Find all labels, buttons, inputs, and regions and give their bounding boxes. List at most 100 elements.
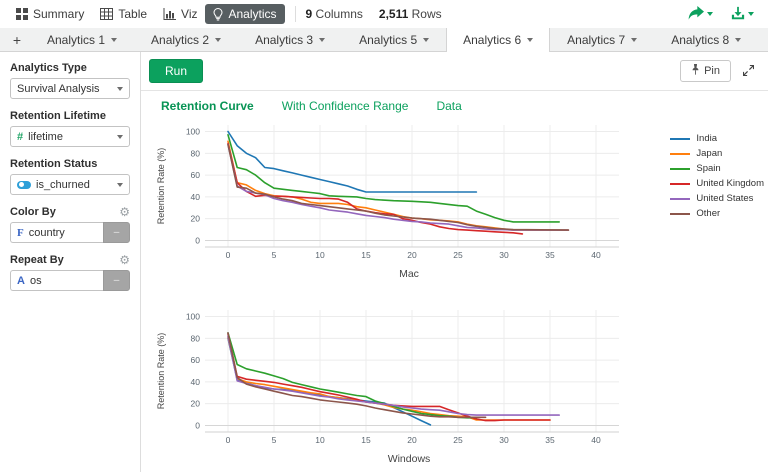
result-subtabs: Retention Curve With Confidence Range Da… bbox=[141, 91, 768, 119]
color-by-remove-button[interactable]: – bbox=[103, 222, 130, 243]
series-line-india[interactable] bbox=[227, 130, 478, 193]
subtab-retention-curve[interactable]: Retention Curve bbox=[161, 99, 254, 113]
color-by-gear-icon[interactable]: ⚙ bbox=[119, 205, 130, 219]
repeat-by-remove-button[interactable]: – bbox=[103, 270, 130, 291]
subtab-data[interactable]: Data bbox=[436, 99, 462, 113]
y-axis-title: Retention Rate (%) bbox=[156, 333, 166, 410]
legend-item-united-kingdom[interactable]: United Kingdom bbox=[670, 178, 764, 189]
dataset-summary: 9 Columns 2,511 Rows bbox=[306, 7, 442, 21]
character-icon: A bbox=[17, 274, 25, 287]
x-tick-label: 20 bbox=[407, 250, 417, 260]
chevron-down-icon bbox=[319, 37, 326, 42]
tab-analytics-5[interactable]: Analytics 5 bbox=[342, 28, 446, 51]
x-tick-label: 40 bbox=[591, 435, 601, 445]
chevron-down-icon bbox=[117, 134, 123, 139]
bar-chart-icon bbox=[163, 8, 177, 20]
chart-legend: India Japan Spain United Kingdom United … bbox=[670, 133, 764, 223]
y-tick-label: 0 bbox=[195, 420, 200, 430]
repeat-by-field[interactable]: A os bbox=[10, 270, 103, 291]
tab-analytics-7[interactable]: Analytics 7 bbox=[550, 28, 654, 51]
pin-button[interactable]: Pin bbox=[680, 60, 731, 82]
legend-item-other[interactable]: Other bbox=[670, 208, 764, 219]
retention-status-select[interactable]: is_churned bbox=[10, 174, 130, 195]
x-tick-label: 15 bbox=[361, 435, 371, 445]
summary-view-button[interactable]: Summary bbox=[8, 4, 92, 24]
legend-swatch bbox=[670, 182, 691, 185]
legend-swatch bbox=[670, 167, 691, 170]
series-line-united-kingdom[interactable] bbox=[227, 142, 524, 235]
viz-view-button[interactable]: Viz bbox=[155, 4, 205, 24]
analytics-type-select[interactable]: Survival Analysis bbox=[10, 78, 130, 99]
tab-analytics-6[interactable]: Analytics 6 bbox=[446, 28, 551, 52]
chevron-down-icon bbox=[117, 182, 123, 187]
mac-retention-chart[interactable]: 0 5 10 15 20 25 30 35 40 0 20 40 60 80 100 Retention Ra… bbox=[153, 119, 633, 267]
tab-analytics-1[interactable]: Analytics 1 bbox=[30, 28, 134, 51]
retention-lifetime-select[interactable]: # lifetime bbox=[10, 126, 130, 147]
windows-retention-chart[interactable]: 0 5 10 15 20 25 30 35 40 0 20 40 60 80 100 Retention Ra… bbox=[153, 304, 633, 452]
y-axis-title: Retention Rate (%) bbox=[156, 148, 166, 225]
facet-label-windows: Windows bbox=[387, 453, 431, 465]
tab-analytics-3[interactable]: Analytics 3 bbox=[238, 28, 342, 51]
analytics-view-label: Analytics bbox=[228, 7, 277, 21]
x-tick-label: 5 bbox=[272, 435, 277, 445]
series-line-other[interactable] bbox=[227, 143, 570, 231]
repeat-by-gear-icon[interactable]: ⚙ bbox=[119, 253, 130, 267]
grid-icon bbox=[16, 8, 28, 20]
y-tick-label: 40 bbox=[191, 192, 201, 202]
tab-analytics-8[interactable]: Analytics 8 bbox=[654, 28, 758, 51]
toolbar-divider bbox=[294, 6, 296, 22]
x-tick-label: 25 bbox=[453, 435, 463, 445]
analytics-view-button[interactable]: Analytics bbox=[205, 4, 285, 24]
legend-item-japan[interactable]: Japan bbox=[670, 148, 764, 159]
x-tick-label: 25 bbox=[453, 250, 463, 260]
share-button[interactable] bbox=[684, 4, 717, 25]
add-tab-button[interactable]: + bbox=[4, 28, 30, 51]
y-tick-label: 60 bbox=[191, 355, 201, 365]
top-toolbar: Summary Table Viz Analytics 9 Columns 2,… bbox=[0, 0, 768, 28]
analytics-main-panel: Run Pin Retention Curve With Confidence … bbox=[141, 52, 768, 472]
chevron-down-icon bbox=[423, 37, 430, 42]
x-tick-label: 40 bbox=[591, 250, 601, 260]
download-button[interactable] bbox=[727, 4, 758, 25]
tab-analytics-2[interactable]: Analytics 2 bbox=[134, 28, 238, 51]
share-caret-icon bbox=[707, 12, 713, 16]
legend-item-spain[interactable]: Spain bbox=[670, 163, 764, 174]
retention-lifetime-label: Retention Lifetime bbox=[10, 110, 106, 122]
subtab-with-confidence-range[interactable]: With Confidence Range bbox=[281, 99, 409, 113]
legend-item-india[interactable]: India bbox=[670, 133, 764, 144]
series-line-spain[interactable] bbox=[227, 332, 478, 419]
legend-swatch bbox=[670, 197, 691, 200]
color-by-field[interactable]: F country bbox=[10, 222, 103, 243]
y-tick-label: 80 bbox=[191, 333, 201, 343]
series-line-united-states[interactable] bbox=[227, 143, 570, 231]
legend-item-united-states[interactable]: United States bbox=[670, 193, 764, 204]
table-view-button[interactable]: Table bbox=[92, 4, 155, 24]
rows-count: 2,511 Rows bbox=[378, 7, 442, 21]
expand-icon[interactable] bbox=[741, 62, 756, 81]
legend-swatch bbox=[670, 152, 691, 155]
chevron-down-icon bbox=[735, 37, 742, 42]
x-tick-label: 15 bbox=[361, 250, 371, 260]
series-line-japan[interactable] bbox=[227, 336, 551, 421]
lightbulb-icon bbox=[213, 7, 223, 21]
run-button[interactable]: Run bbox=[149, 59, 204, 83]
chevron-down-icon bbox=[631, 37, 638, 42]
analytics-type-label: Analytics Type bbox=[10, 62, 87, 74]
table-icon bbox=[100, 8, 114, 20]
pushpin-icon bbox=[691, 64, 700, 78]
share-icon bbox=[688, 5, 704, 23]
legend-swatch bbox=[670, 212, 691, 215]
color-by-label: Color By bbox=[10, 206, 56, 218]
charts-area: 0 5 10 15 20 25 30 35 40 0 20 40 60 80 100 Retention Ra… bbox=[141, 119, 768, 472]
analytics-settings-sidebar: Analytics Type Survival Analysis Retenti… bbox=[0, 52, 141, 472]
table-view-label: Table bbox=[118, 7, 148, 21]
x-tick-label: 35 bbox=[545, 435, 555, 445]
series-line-spain[interactable] bbox=[227, 134, 561, 223]
y-tick-label: 60 bbox=[191, 170, 201, 180]
series-line-other[interactable] bbox=[227, 332, 487, 419]
analytics-tab-bar: + Analytics 1 Analytics 2 Analytics 3 An… bbox=[0, 28, 768, 52]
x-tick-label: 0 bbox=[226, 435, 231, 445]
legend-swatch bbox=[670, 137, 691, 140]
y-tick-label: 0 bbox=[195, 235, 200, 245]
series-line-united-states[interactable] bbox=[227, 335, 561, 416]
